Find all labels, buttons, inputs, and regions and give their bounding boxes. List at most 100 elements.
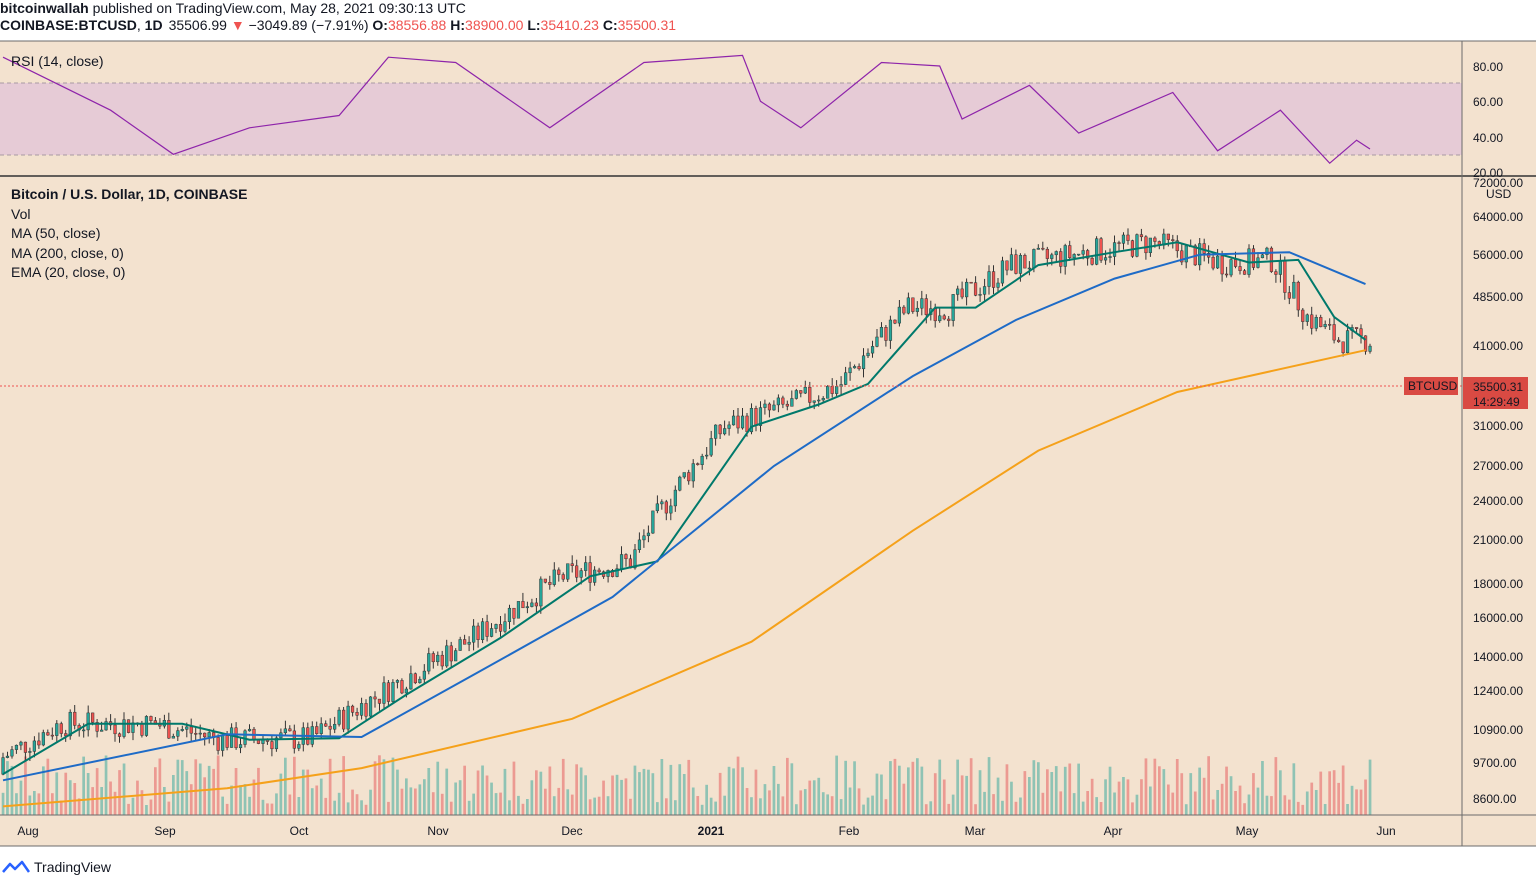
candle-up bbox=[297, 744, 301, 749]
series-line-ma-50-close[interactable] bbox=[2, 251, 1366, 782]
volume-bar bbox=[777, 783, 780, 815]
symbol-name[interactable]: COINBASE:BTCUSD bbox=[0, 17, 137, 33]
volume-bar bbox=[185, 771, 189, 815]
candle-down bbox=[1296, 281, 1300, 311]
volume-bar bbox=[588, 799, 592, 815]
volume-bar bbox=[1328, 771, 1331, 815]
volume-bar bbox=[467, 800, 471, 815]
volume-bar bbox=[337, 792, 341, 815]
volume-bar bbox=[808, 780, 812, 815]
price-tick: 27000.00 bbox=[1473, 459, 1523, 473]
candle-up bbox=[489, 628, 494, 637]
volume-bar bbox=[266, 803, 269, 815]
candle-down bbox=[830, 386, 834, 394]
volume-bar bbox=[1238, 785, 1242, 815]
volume-bar bbox=[91, 787, 94, 815]
volume-bar bbox=[131, 797, 135, 815]
volume-bar bbox=[772, 766, 776, 815]
price-axis[interactable]: 72000.00 64000.00 56000.00 48500.00 4100… bbox=[1473, 176, 1523, 806]
volume-bar bbox=[718, 772, 722, 815]
candle-up bbox=[835, 386, 839, 394]
candle-up bbox=[1216, 255, 1220, 269]
volume-bar bbox=[987, 757, 991, 815]
candle-up bbox=[740, 415, 745, 429]
volume-bar bbox=[418, 784, 422, 815]
candle-down bbox=[189, 726, 193, 734]
candle-down bbox=[557, 569, 561, 575]
candle-up bbox=[678, 476, 682, 491]
candle-down bbox=[1332, 324, 1336, 341]
candle-up bbox=[467, 641, 471, 645]
volume-bar bbox=[803, 789, 807, 815]
author-name[interactable]: bitcoinwallah bbox=[0, 0, 89, 16]
candle-up bbox=[915, 307, 919, 312]
candle-down bbox=[1328, 324, 1332, 326]
candle-down bbox=[117, 733, 122, 737]
volume-bar bbox=[158, 758, 162, 815]
indicator-vol[interactable]: Vol bbox=[11, 206, 30, 222]
series-line-ma-200-close-0[interactable] bbox=[2, 349, 1366, 808]
candle-up bbox=[274, 737, 279, 750]
candle-up bbox=[584, 562, 588, 571]
indicator-ema20[interactable]: EMA (20, close, 0) bbox=[11, 264, 125, 280]
candle-up bbox=[1314, 317, 1318, 329]
volume-bar bbox=[566, 789, 570, 815]
volume-bar bbox=[1301, 804, 1305, 815]
time-axis[interactable]: Aug Sep Oct Nov Dec 2021 Feb Mar Apr May… bbox=[17, 824, 1395, 838]
indicator-ma50[interactable]: MA (50, close) bbox=[11, 225, 100, 241]
indicator-ma200[interactable]: MA (200, close, 0) bbox=[11, 245, 124, 261]
footer-brand[interactable]: TradingView bbox=[34, 859, 112, 875]
time-tick: Aug bbox=[17, 824, 38, 838]
candle-down bbox=[463, 639, 467, 645]
volume-bar bbox=[55, 772, 59, 815]
volume-bar bbox=[427, 768, 431, 815]
volume-bar bbox=[1126, 779, 1130, 815]
volume-bar bbox=[1063, 766, 1067, 815]
candle-up bbox=[1260, 254, 1265, 259]
volume-bar bbox=[786, 757, 789, 815]
candle-up bbox=[1072, 254, 1076, 258]
candle-down bbox=[1242, 270, 1247, 275]
price-tick: 56000.00 bbox=[1473, 248, 1523, 262]
volume-bar bbox=[584, 775, 587, 815]
volume-bar bbox=[499, 792, 502, 815]
candle-down bbox=[1319, 317, 1323, 328]
candle-up bbox=[812, 400, 816, 403]
candle-up bbox=[171, 736, 175, 739]
volume-bar bbox=[1104, 779, 1107, 815]
volume-bar bbox=[1050, 772, 1054, 815]
volume-bar bbox=[1113, 792, 1116, 815]
candle-down bbox=[857, 366, 861, 370]
volume-bar bbox=[1265, 795, 1269, 815]
volume-bar bbox=[180, 760, 184, 815]
volume-bar bbox=[696, 796, 700, 815]
volume-bar bbox=[871, 795, 874, 815]
candle-up bbox=[1032, 249, 1036, 269]
volume-bar bbox=[1, 792, 5, 815]
candle-down bbox=[767, 403, 772, 411]
candle-up bbox=[790, 398, 794, 407]
candle-up bbox=[319, 723, 323, 734]
candle-down bbox=[924, 298, 928, 315]
volume-bar bbox=[68, 780, 72, 815]
series-line-ema-20-close-0[interactable] bbox=[2, 241, 1367, 775]
candle-down bbox=[570, 563, 574, 566]
volume-bar bbox=[539, 771, 543, 815]
volume-bar bbox=[481, 765, 484, 815]
volume-bar bbox=[252, 779, 256, 815]
volume-bar bbox=[494, 793, 498, 815]
volume-bar bbox=[817, 777, 821, 815]
candle-up bbox=[691, 463, 695, 482]
candle-down bbox=[149, 716, 153, 721]
interval: 1D bbox=[144, 17, 163, 33]
candle-up bbox=[1292, 281, 1296, 299]
volume-bar bbox=[333, 800, 336, 815]
volume-bar bbox=[768, 790, 771, 815]
candle-up bbox=[866, 352, 870, 357]
tradingview-logo-icon[interactable] bbox=[2, 860, 30, 874]
symbol-tag: BTCUSD bbox=[1408, 379, 1458, 393]
volume-bar bbox=[1189, 773, 1193, 815]
volume-bar bbox=[86, 773, 90, 815]
rsi-line[interactable] bbox=[2, 54, 1371, 165]
